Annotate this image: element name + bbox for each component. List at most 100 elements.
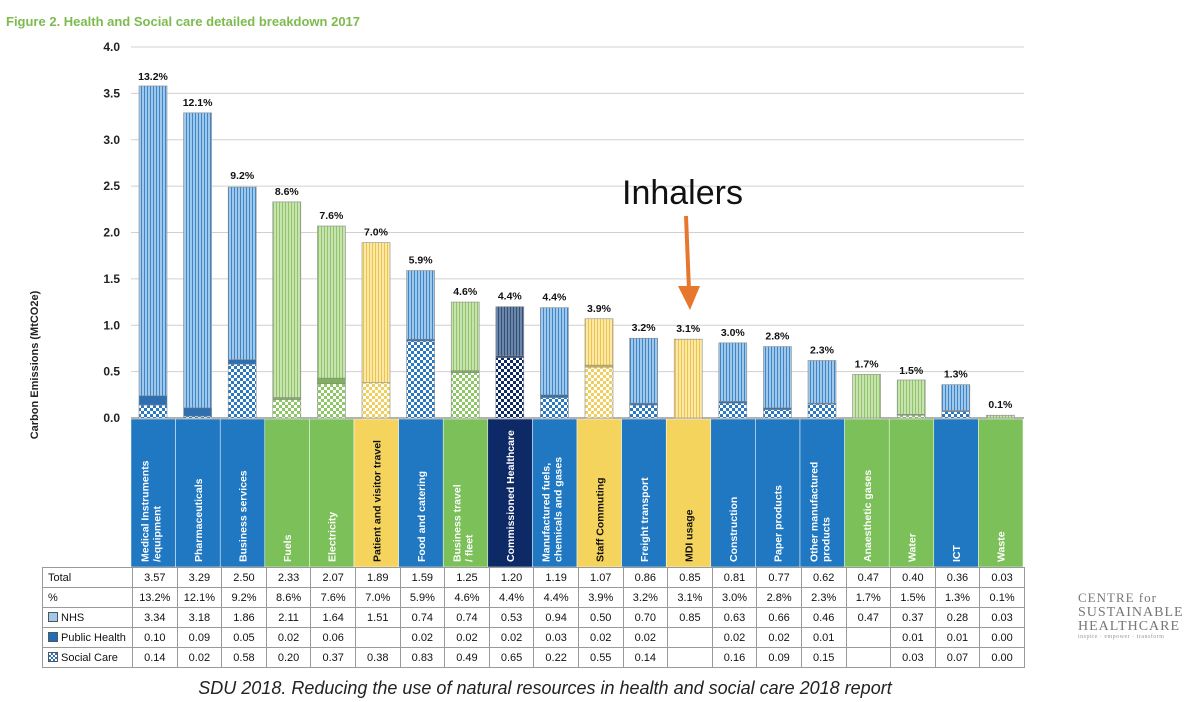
- table-cell: 0.37: [890, 607, 936, 628]
- category-column: [487, 418, 533, 568]
- table-cell: 0.47: [845, 567, 892, 588]
- table-cell: 5.9%: [399, 587, 446, 608]
- percent-data-label: 4.6%: [453, 286, 478, 298]
- category-column: [532, 418, 578, 568]
- category-label: MDI usage: [684, 509, 696, 562]
- centre-logo: CENTRE for SUSTAINABLE HEALTHCARE inspir…: [1078, 590, 1188, 640]
- bar-social-care: [450, 372, 480, 419]
- table-cell: 0.00: [979, 627, 1025, 648]
- category-label: Freight transport: [639, 477, 651, 562]
- table-cell: 0.66: [756, 607, 802, 628]
- table-cell: 2.11: [265, 607, 312, 628]
- table-cell: 1.3%: [934, 587, 981, 608]
- table-cell: 0.03: [533, 627, 579, 648]
- percent-data-label: 0.1%: [988, 399, 1013, 411]
- legend-swatch: [48, 611, 58, 622]
- category-column: [799, 418, 845, 568]
- table-cell: 3.29: [176, 567, 223, 588]
- table-cell: 0.20: [265, 647, 312, 668]
- bar-nhs: [540, 307, 569, 396]
- table-cell: [845, 647, 892, 668]
- category-column: [130, 418, 176, 568]
- table-cell: 1.7%: [845, 587, 892, 608]
- table-cell: 0.55: [577, 647, 624, 668]
- table-cell: 3.9%: [577, 587, 624, 608]
- table-cell: 2.07: [310, 567, 356, 588]
- table-cell: 0.37: [310, 647, 356, 668]
- table-cell: 4.6%: [444, 587, 490, 608]
- legend-label: NHS: [61, 611, 85, 624]
- bar-nhs: [450, 301, 480, 371]
- table-cell: 0.58: [221, 647, 267, 668]
- legend-swatch: [48, 651, 58, 662]
- bar-nhs: [584, 318, 614, 366]
- table-cell: [667, 647, 713, 668]
- table-cell: 9.2%: [221, 587, 267, 608]
- table-cell: 0.83: [399, 647, 446, 668]
- table-cell: 1.25: [444, 567, 490, 588]
- category-column: [309, 418, 355, 568]
- inhalers-annotation: Inhalers: [622, 174, 743, 212]
- percent-data-label: 13.2%: [138, 71, 168, 83]
- table-cell: 0.1%: [979, 587, 1025, 608]
- category-label: Staff Commuting: [594, 477, 606, 562]
- table-cell: 0.02: [488, 627, 535, 648]
- table-cell: [354, 627, 401, 648]
- bar-social-care: [361, 382, 391, 419]
- table-cell: 0.62: [800, 567, 847, 588]
- table-cell: 3.0%: [711, 587, 758, 608]
- category-column: [933, 418, 979, 568]
- table-cell: 0.53: [488, 607, 535, 628]
- bar-public-health: [138, 395, 168, 406]
- bar-social-care: [718, 402, 748, 419]
- table-cell: 0.77: [756, 567, 802, 588]
- percent-data-label: 3.1%: [676, 323, 701, 335]
- table-cell: 7.0%: [354, 587, 401, 608]
- table-row-label: Social Care: [42, 647, 133, 668]
- table-cell: 0.86: [622, 567, 669, 588]
- logo-tagline: inspire · empower · transform: [1078, 634, 1165, 640]
- y-tick-label: 4.0: [103, 40, 120, 54]
- percent-data-label: 1.3%: [944, 369, 969, 381]
- table-row-label: %: [42, 587, 133, 608]
- table-cell: 0.47: [845, 607, 892, 628]
- percent-data-label: 1.7%: [855, 358, 880, 370]
- source-caption: SDU 2018. Reducing the use of natural re…: [198, 678, 892, 698]
- category-column: [978, 418, 1024, 568]
- bar-nhs: [852, 374, 881, 419]
- category-label: Waste: [996, 531, 1008, 562]
- table-cell: 0.70: [622, 607, 669, 628]
- table-cell: 1.64: [310, 607, 356, 628]
- category-column: [844, 418, 890, 568]
- data-table: Total 3.57 3.29 2.50 2.33 2.07 1.89 1.59 1.25 1.2…: [42, 567, 1025, 668]
- percent-data-label: 7.6%: [319, 210, 344, 222]
- table-cell: 3.2%: [622, 587, 669, 608]
- table-row: % 13.2% 12.1% 9.2% 8.6% 7.6% 7.0% 5.9% 4.6% 4.4% 4…: [42, 587, 1025, 608]
- table-cell: 0.05: [221, 627, 267, 648]
- table-cell: 3.1%: [667, 587, 713, 608]
- table-cell: 1.19: [533, 567, 579, 588]
- bar-nhs: [495, 306, 525, 357]
- table-cell: 0.02: [711, 627, 758, 648]
- y-tick-label: 0.0: [103, 411, 120, 425]
- category-label: Construction: [728, 497, 740, 562]
- bar-nhs: [272, 201, 302, 398]
- bar-public-health: [540, 394, 569, 398]
- table-cell: 0.74: [444, 607, 490, 628]
- chart-title: Figure 2. Health and Social care detaile…: [6, 14, 361, 29]
- bar-nhs: [673, 338, 703, 419]
- category-label: Commissioned Healthcare: [505, 430, 517, 562]
- table-cell: 0.01: [934, 627, 981, 648]
- bar-social-care: [495, 357, 525, 419]
- table-cell: 0.01: [800, 627, 847, 648]
- table-cell: 1.59: [399, 567, 446, 588]
- category-label: Food and catering: [416, 471, 428, 562]
- bar-nhs: [317, 225, 346, 379]
- category-label: Medical Instruments/equipment: [139, 460, 163, 562]
- category-label: Other manufacturedproducts: [808, 462, 832, 562]
- table-cell: 0.00: [979, 647, 1025, 668]
- legend-swatch: [48, 631, 58, 642]
- category-label: Fuels: [282, 534, 294, 562]
- table-cell: 0.02: [265, 627, 312, 648]
- table-cell: 13.2%: [132, 587, 178, 608]
